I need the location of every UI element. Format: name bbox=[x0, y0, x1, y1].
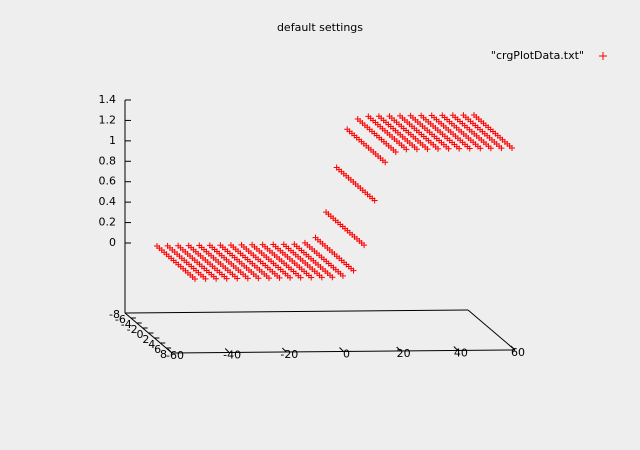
z-tick-label: 0 bbox=[109, 236, 116, 249]
x-tick-label: -40 bbox=[223, 349, 241, 362]
chart-title: default settings bbox=[277, 21, 363, 34]
z-tick-label: 0.8 bbox=[99, 154, 117, 167]
data-point bbox=[350, 267, 357, 274]
z-tick-label: 1 bbox=[109, 134, 116, 147]
data-point bbox=[276, 274, 283, 281]
z-tick-label: 1.2 bbox=[99, 113, 117, 126]
axis-line bbox=[467, 309, 516, 351]
data-point bbox=[213, 275, 220, 282]
y-tick-label: -2 bbox=[127, 323, 138, 336]
data-point bbox=[435, 145, 442, 152]
data-point bbox=[234, 275, 241, 282]
data-point bbox=[392, 149, 399, 156]
y-tick-label: 8 bbox=[160, 348, 167, 361]
x-tick-label: 20 bbox=[397, 347, 411, 360]
x-tick bbox=[396, 346, 402, 352]
data-point bbox=[456, 145, 463, 152]
y-tick-label: 0 bbox=[137, 328, 144, 341]
data-point bbox=[361, 242, 368, 249]
x-tick bbox=[281, 347, 287, 353]
data-point bbox=[202, 275, 209, 282]
x-tick-label: 0 bbox=[343, 348, 350, 361]
z-tick-label: 0.4 bbox=[99, 195, 117, 208]
data-point bbox=[318, 274, 325, 281]
data-point bbox=[287, 274, 294, 281]
legend-marker bbox=[599, 52, 607, 60]
data-point bbox=[413, 146, 420, 153]
y-tick-label: -4 bbox=[121, 318, 132, 331]
legend-label: "crgPlotData.txt" bbox=[491, 49, 584, 62]
y-tick-label: 4 bbox=[148, 338, 155, 351]
data-point bbox=[297, 274, 304, 281]
y-tick-label: 2 bbox=[142, 333, 149, 346]
data-point bbox=[466, 145, 473, 152]
data-point bbox=[477, 145, 484, 152]
data-point bbox=[382, 159, 389, 166]
data-point bbox=[445, 145, 452, 152]
z-tick-label: 0.2 bbox=[99, 216, 117, 229]
x-tick bbox=[339, 347, 344, 352]
data-point bbox=[255, 275, 262, 282]
y-tick-label: -6 bbox=[115, 313, 126, 326]
x-tick-label: -20 bbox=[280, 348, 298, 361]
z-tick-label: 1.4 bbox=[99, 93, 117, 106]
y-tick-label: 6 bbox=[154, 343, 161, 356]
data-point bbox=[244, 275, 251, 282]
x-tick bbox=[510, 345, 516, 351]
data-point bbox=[403, 146, 410, 153]
x-tick-label: 60 bbox=[511, 346, 525, 359]
data-point bbox=[329, 274, 336, 281]
data-point bbox=[192, 276, 198, 282]
x-tick-label: -60 bbox=[166, 349, 184, 362]
data-point bbox=[308, 274, 315, 281]
data-point bbox=[424, 146, 431, 153]
data-point bbox=[371, 197, 378, 204]
x-tick bbox=[167, 348, 173, 354]
y-tick-label: -8 bbox=[109, 308, 120, 321]
x-tick bbox=[224, 348, 230, 353]
data-point bbox=[265, 275, 272, 282]
data-point bbox=[339, 272, 346, 279]
data-point bbox=[487, 145, 494, 152]
x-tick bbox=[453, 346, 459, 351]
z-tick-label: 0.6 bbox=[99, 175, 117, 188]
data-point bbox=[223, 275, 230, 282]
axis-line bbox=[124, 309, 469, 314]
data-point bbox=[498, 145, 505, 152]
x-tick-label: 40 bbox=[454, 347, 468, 360]
data-point bbox=[509, 145, 515, 151]
